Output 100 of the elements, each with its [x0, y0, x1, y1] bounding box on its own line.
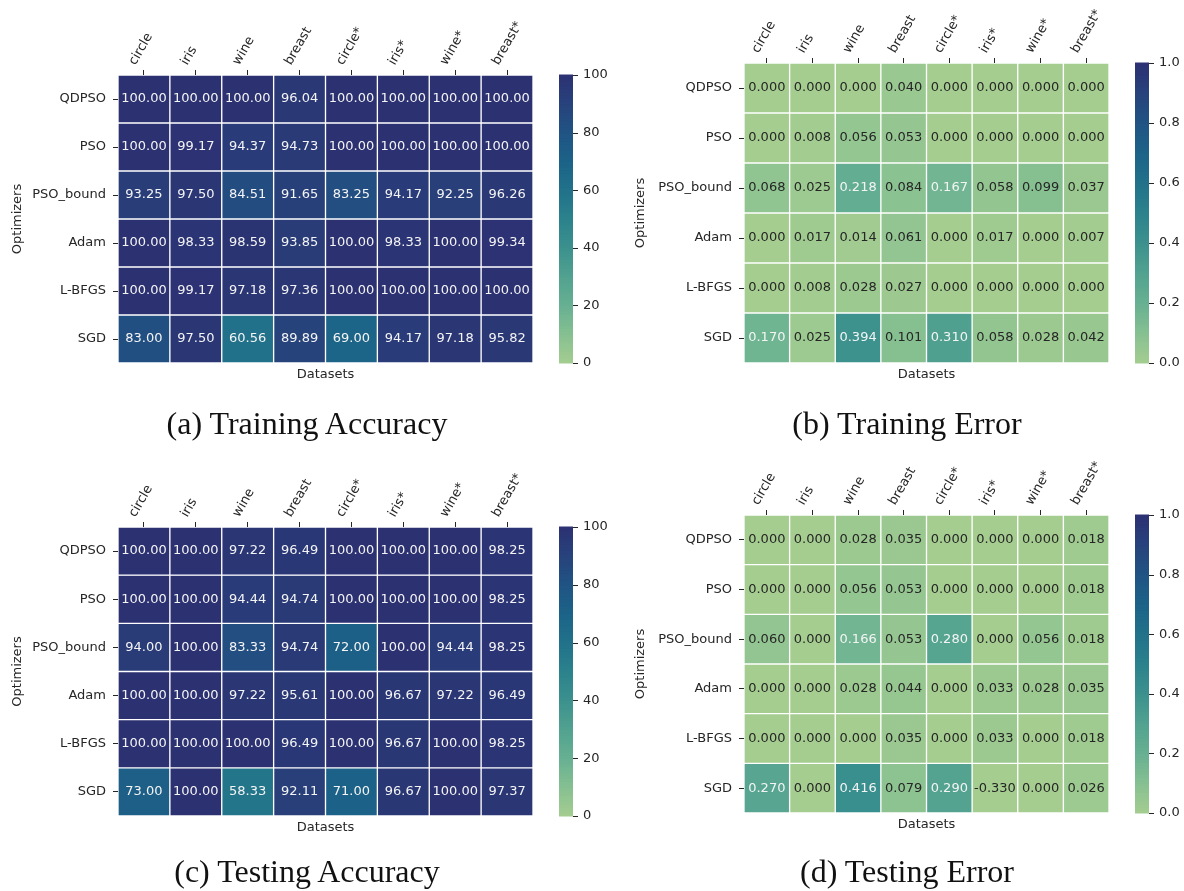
data-label: 100.00	[380, 590, 427, 606]
y-tick-label: PSO	[79, 590, 106, 606]
data-label: 83.33	[229, 638, 267, 654]
data-label: 0.000	[839, 79, 877, 95]
data-label: 98.33	[384, 234, 422, 250]
data-label: 0.170	[748, 329, 786, 345]
data-label: 89.89	[280, 330, 319, 346]
data-label: 100.00	[173, 783, 219, 799]
data-label: 0.028	[1021, 680, 1060, 696]
data-label: 0.000	[793, 630, 832, 646]
data-label: 100.00	[432, 282, 478, 298]
data-label: 0.167	[930, 179, 968, 195]
data-label: 0.028	[1021, 329, 1060, 345]
data-label: 0.068	[748, 179, 786, 195]
data-label: 96.49	[280, 542, 319, 558]
data-label: 0.014	[839, 229, 877, 245]
data-label: 0.000	[748, 79, 786, 95]
y-tick-label: PSO	[705, 580, 732, 596]
data-label: 0.000	[930, 531, 968, 547]
text: (a) Training Accuracy	[165, 405, 449, 441]
data-label: 0.035	[885, 729, 923, 745]
data-label: 0.000	[1021, 580, 1060, 596]
data-label: 60.56	[229, 330, 267, 346]
data-label: 0.040	[885, 79, 923, 95]
data-label: 0.060	[748, 630, 786, 646]
data-label: 0.310	[930, 329, 968, 345]
y-tick-label: PSO_bound	[32, 638, 106, 654]
data-label: 0.000	[1021, 729, 1060, 745]
data-label: 100.00	[484, 282, 530, 298]
data-label: 69.00	[332, 330, 371, 346]
data-label: 0.033	[976, 680, 1014, 696]
data-label: 0.000	[976, 79, 1014, 95]
data-label: 0.000	[1067, 279, 1105, 295]
color-bar-label: 20	[583, 296, 600, 312]
data-label: 0.000	[1021, 79, 1060, 95]
data-label: 0.000	[930, 79, 968, 95]
data-label: 0.000	[793, 531, 832, 547]
y-tick-label: SGD	[77, 783, 106, 799]
data-label: 0.079	[885, 779, 923, 795]
color-bar-label: 40	[583, 691, 600, 707]
y-tick-label: Adam	[694, 229, 732, 245]
data-label: 0.035	[885, 531, 923, 547]
data-label: 94.44	[229, 590, 267, 606]
data-label: 0.028	[839, 680, 877, 696]
data-label: 0.053	[885, 580, 923, 596]
data-label: 0.000	[976, 129, 1014, 145]
data-label: 96.67	[384, 783, 422, 799]
data-label: 100.00	[328, 234, 375, 250]
text: (c) Testing Accuracy	[173, 853, 441, 889]
data-label: 0.000	[930, 580, 968, 596]
data-label: 0.099	[1021, 179, 1060, 195]
data-label: 100.00	[432, 735, 478, 751]
data-label: 0.008	[793, 129, 832, 145]
data-label: 0.084	[885, 179, 923, 195]
data-label: 100.00	[173, 590, 219, 606]
data-label: 0.166	[839, 630, 877, 646]
data-label: 0.058	[976, 179, 1014, 195]
data-label: 100.00	[380, 282, 427, 298]
x-tick-label: iris	[793, 482, 817, 508]
y-axis-title: Optimizers	[632, 628, 648, 700]
data-label: 93.85	[280, 234, 319, 250]
data-label: 0.280	[930, 630, 968, 646]
color-bar-label: 20	[583, 749, 600, 765]
y-tick-label: SGD	[703, 779, 732, 795]
data-label: 94.17	[384, 186, 422, 202]
data-label: 0.000	[748, 129, 786, 145]
data-label: 100.00	[173, 735, 219, 751]
data-label: 100.00	[121, 138, 167, 154]
y-tick-label: L-BFGS	[686, 279, 732, 295]
y-axis-title: Optimizers	[9, 636, 25, 707]
data-label: 98.25	[488, 542, 526, 558]
x-axis-title: Datasets	[897, 816, 956, 832]
data-label: 0.270	[748, 779, 786, 795]
data-label: 0.000	[976, 279, 1014, 295]
data-label: 97.22	[229, 542, 267, 558]
data-label: 100.00	[121, 735, 167, 751]
data-label: 0.000	[930, 229, 968, 245]
data-label: 0.018	[1067, 580, 1105, 596]
y-tick-label: PSO_bound	[658, 630, 732, 646]
color-bar-label: 0.4	[1159, 234, 1180, 250]
data-label: 0.000	[748, 680, 786, 696]
text: (b) Training Error	[791, 405, 1023, 441]
data-label: 0.000	[1021, 279, 1060, 295]
data-label: 100.00	[224, 90, 271, 106]
data-label: 0.416	[839, 779, 877, 795]
x-tick-label: iris	[793, 30, 817, 56]
data-label: 0.042	[1067, 329, 1105, 345]
y-tick-label: Adam	[68, 234, 106, 250]
data-label: 0.000	[1067, 79, 1105, 95]
data-label: 100.00	[121, 90, 167, 106]
data-label: 0.033	[976, 729, 1014, 745]
data-label: 97.18	[229, 282, 267, 298]
data-label: 0.028	[839, 279, 877, 295]
y-axis-title: Optimizers	[632, 177, 648, 249]
data-label: 100.00	[432, 234, 478, 250]
data-label: 100.00	[484, 90, 530, 106]
color-bar-label: 0.2	[1159, 294, 1180, 310]
data-label: 0.000	[1021, 129, 1060, 145]
color-bar-label: 0	[583, 354, 592, 370]
color-bar-label: 80	[583, 123, 600, 139]
